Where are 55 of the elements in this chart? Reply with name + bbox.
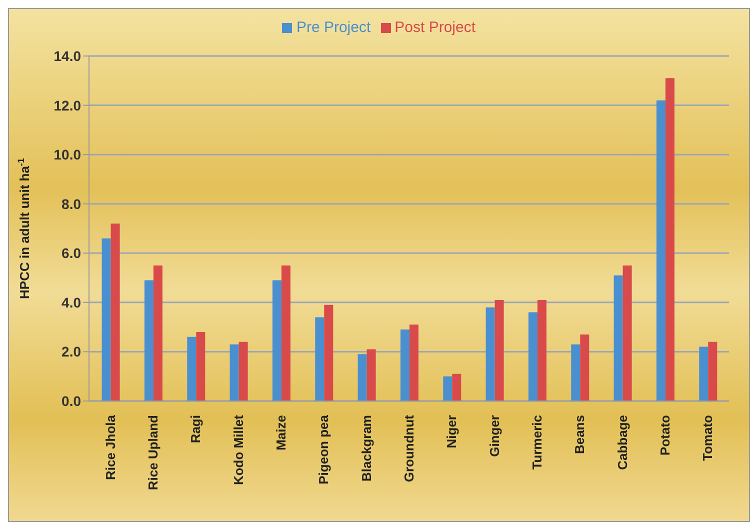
bar xyxy=(537,300,546,401)
x-tick-label: Groundnut xyxy=(402,414,416,482)
y-tick-label: 12.0 xyxy=(54,97,82,114)
y-tick-label: 0.0 xyxy=(62,392,82,409)
bar xyxy=(400,330,410,401)
bar xyxy=(656,100,666,401)
bar xyxy=(102,238,111,401)
y-tick-label: 10.0 xyxy=(54,146,82,163)
bar xyxy=(272,280,282,401)
bar xyxy=(358,354,367,401)
bar xyxy=(486,307,495,401)
bar xyxy=(366,349,376,401)
x-tick-label: Kodo Millet xyxy=(230,414,246,486)
bar xyxy=(409,324,418,401)
bar xyxy=(443,376,452,401)
x-tick-label: Ginger xyxy=(486,415,502,457)
bar xyxy=(708,342,718,401)
y-tick-label: 8.0 xyxy=(62,196,82,212)
x-tick-label: Beans xyxy=(572,415,588,454)
bar xyxy=(699,346,708,401)
x-tick-label: Potato xyxy=(658,414,672,456)
bar xyxy=(580,334,590,401)
bar xyxy=(281,265,290,401)
y-tick-label: 14.0 xyxy=(54,48,82,64)
bar xyxy=(571,344,580,401)
bar xyxy=(622,265,632,401)
x-tick-label: Blackgram xyxy=(358,415,374,482)
bar xyxy=(144,280,154,401)
bar xyxy=(494,300,504,401)
bar xyxy=(196,332,206,401)
legend-label: Pre Project xyxy=(296,19,371,36)
bar xyxy=(238,342,248,401)
y-tick-label: 4.0 xyxy=(62,294,82,310)
y-tick-label: 6.0 xyxy=(62,245,82,262)
bar xyxy=(230,344,239,401)
bar xyxy=(452,374,462,401)
bar xyxy=(153,265,162,401)
legend-label: Post Project xyxy=(394,19,476,36)
x-tick-label: Rice Jhola xyxy=(102,414,118,480)
x-tick-label: Pigeon pea xyxy=(316,414,332,484)
bar xyxy=(315,317,324,401)
x-tick-label: Ragi xyxy=(188,415,204,444)
bar xyxy=(665,78,674,401)
x-tick-label: Maize xyxy=(274,415,288,450)
x-tick-label: Rice Upland xyxy=(146,414,160,490)
x-tick-label: Cabbage xyxy=(614,415,630,470)
bar xyxy=(187,336,196,401)
bar xyxy=(528,312,538,401)
x-tick-label: Niger xyxy=(444,415,460,448)
bar xyxy=(324,304,334,401)
y-tick-label: 2.0 xyxy=(62,344,82,360)
x-tick-label: Turmeric xyxy=(530,415,544,470)
bar xyxy=(110,224,120,401)
x-tick-label: Tomato xyxy=(700,414,716,461)
bar xyxy=(614,275,623,401)
